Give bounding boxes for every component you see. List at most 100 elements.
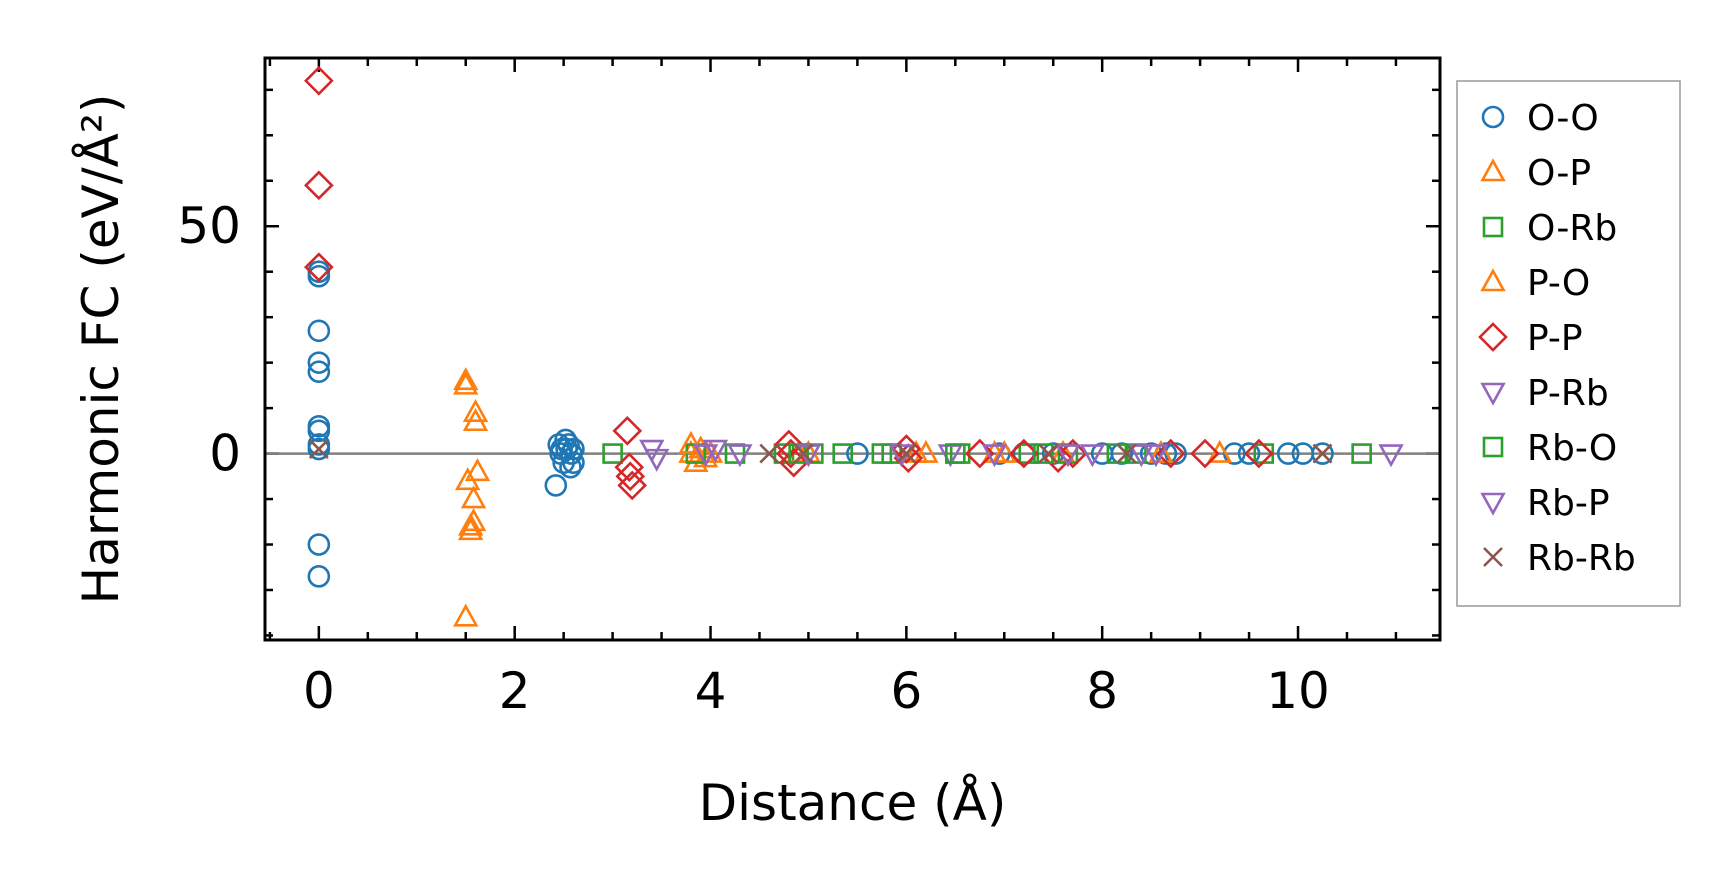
data-point [1057, 438, 1088, 469]
data-point [460, 508, 487, 532]
data-point [981, 444, 1008, 468]
data-point [893, 443, 924, 473]
x-axis-label: Distance (Å) [699, 774, 1007, 832]
series-Rb-Rb [308, 439, 1333, 464]
data-point [307, 351, 331, 374]
legend-marker [1480, 492, 1506, 516]
data-point [1276, 442, 1300, 465]
data-point [1312, 443, 1333, 464]
data-point [896, 443, 917, 464]
data-point [778, 447, 809, 478]
y-axis-label: Harmonic FC (eV/Å²) [72, 94, 130, 605]
legend-label: P-P [1527, 318, 1583, 359]
data-point [559, 455, 582, 479]
legend-item: Rb-O [1482, 428, 1617, 469]
data-points [304, 65, 1404, 627]
data-point [1128, 444, 1155, 468]
series-O-O [307, 260, 1334, 588]
legend-label: P-O [1527, 263, 1590, 304]
data-point [1237, 442, 1261, 465]
data-point [304, 252, 334, 282]
data-point [602, 443, 623, 464]
y-tick-label: 0 [209, 425, 241, 483]
tick-labels: 0 2 4 6 8 10 0 50 [177, 197, 1329, 720]
series-P-P [304, 65, 1274, 501]
legend-item: O-Rb [1482, 208, 1617, 249]
x-tick-label: 10 [1266, 662, 1330, 720]
legend-frame [1456, 80, 1681, 607]
legend-item: O-O [1481, 98, 1599, 139]
data-point [871, 443, 893, 464]
data-point [1351, 443, 1372, 464]
legend-label: O-Rb [1527, 208, 1617, 249]
legend: O-O O-P O-Rb P-O P-P P-Rb Rb-O Rb-P Rb-Rb [1456, 80, 1681, 607]
legend-item: O-P [1480, 153, 1591, 194]
legend-items: O-O O-P O-Rb P-O P-P P-Rb Rb-O Rb-P Rb-Rb [1478, 98, 1636, 579]
data-point [702, 439, 729, 463]
legend-label: O-P [1527, 153, 1591, 194]
data-point [1155, 438, 1186, 469]
data-point [964, 438, 995, 469]
data-point [457, 517, 484, 541]
data-point [307, 419, 331, 443]
x-tick-label: 4 [695, 662, 727, 720]
data-point [832, 443, 854, 464]
data-point [307, 437, 331, 461]
data-point [1311, 442, 1334, 465]
x-tick-label: 0 [303, 662, 335, 720]
data-point [307, 565, 331, 588]
data-point [1143, 444, 1169, 468]
data-point [308, 439, 329, 459]
data-point [614, 452, 645, 483]
legend-label: Rb-P [1527, 483, 1610, 524]
legend-label: Rb-Rb [1527, 538, 1636, 579]
data-point [464, 458, 491, 482]
legend-item: P-Rb [1480, 373, 1609, 414]
data-point [1055, 444, 1081, 468]
data-point [307, 533, 331, 556]
data-point [1148, 439, 1174, 463]
legend-item: P-O [1480, 263, 1590, 304]
data-point [612, 416, 643, 446]
data-point [304, 65, 334, 96]
data-point [462, 408, 489, 432]
data-point [945, 443, 966, 464]
legend-marker [1483, 547, 1503, 567]
legend-label: Rb-O [1527, 428, 1617, 469]
legend-marker [1478, 322, 1508, 352]
data-point [544, 474, 568, 497]
data-point [304, 170, 334, 201]
x-tick-label: 8 [1086, 662, 1118, 720]
data-point [460, 485, 487, 509]
data-point [562, 451, 585, 474]
data-point [846, 442, 869, 465]
data-point [307, 360, 331, 384]
data-point [453, 371, 479, 395]
data-point [1038, 443, 1059, 464]
data-point [1190, 438, 1220, 469]
series-Rb-O [788, 443, 1128, 464]
legend-marker [1480, 268, 1506, 292]
data-point [643, 448, 670, 472]
legend-item: Rb-Rb [1483, 538, 1636, 579]
data-point [617, 470, 648, 501]
legend-label: P-Rb [1527, 373, 1609, 414]
data-point [307, 264, 331, 288]
data-point [793, 443, 814, 464]
data-point [453, 603, 479, 627]
data-point [615, 461, 646, 492]
data-point [1244, 438, 1274, 469]
data-point [1079, 444, 1106, 468]
data-point [1378, 444, 1404, 468]
legend-marker [1482, 436, 1504, 458]
legend-marker [1480, 382, 1506, 406]
data-point [453, 367, 479, 391]
data-point [981, 439, 1008, 463]
data-point [727, 444, 753, 468]
legend-item: P-P [1478, 318, 1583, 359]
legend-label: O-O [1527, 98, 1599, 139]
data-point [1009, 438, 1039, 469]
data-point [307, 319, 331, 343]
data-point [562, 437, 585, 461]
